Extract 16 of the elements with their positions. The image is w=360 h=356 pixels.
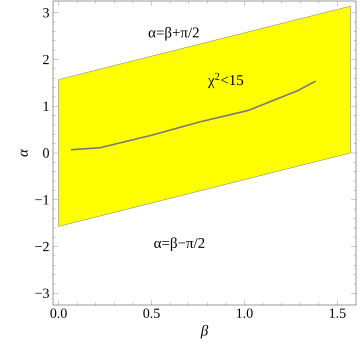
annotation: χ$^{2}$<15 (208, 72, 244, 88)
x-axis-title: β (200, 324, 208, 339)
y-tick-label: 2 (43, 54, 49, 64)
y-tick-label: 1 (44, 102, 49, 111)
annotation: α=β−π/2 (154, 237, 204, 252)
y-tick-label: −2 (35, 242, 49, 252)
annotation: α=β+π/2 (148, 26, 199, 41)
x-tick-label: 0.0 (50, 308, 67, 318)
x-tick-label: 1.0 (236, 308, 253, 318)
x-tick-label: 0.5 (143, 308, 160, 318)
y-tick-label: 0 (43, 148, 49, 158)
x-tick-label: 1.5 (330, 308, 346, 318)
y-tick-label: 3 (43, 8, 49, 18)
y-tick-label: −1 (35, 195, 49, 204)
y-axis-title: α (20, 148, 28, 156)
y-tick-label: −3 (35, 288, 49, 298)
